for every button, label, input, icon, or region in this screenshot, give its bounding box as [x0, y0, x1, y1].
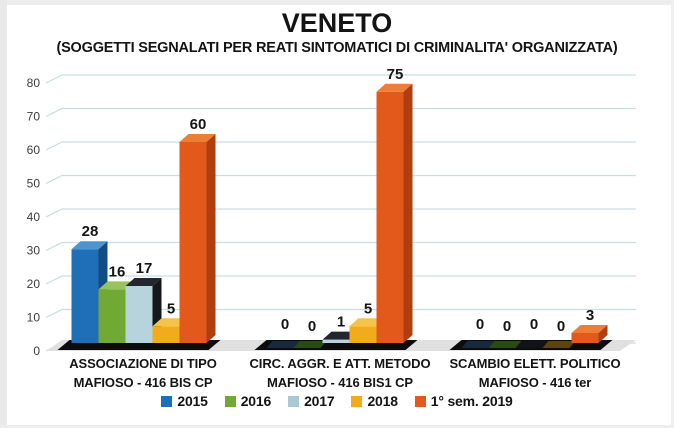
value-label: 5 — [364, 301, 372, 318]
legend-item: 2016 — [224, 393, 272, 410]
value-label: 0 — [557, 318, 565, 335]
category-label-line1: SCAMBIO ELETT. POLITICO — [449, 356, 620, 371]
y-tick-label: 50 — [27, 177, 41, 191]
zero-bar-sliver — [515, 341, 549, 349]
y-tick-label: 20 — [27, 277, 41, 291]
bar-front — [571, 333, 599, 344]
zero-bar-sliver — [266, 341, 300, 349]
bar-front — [152, 326, 180, 344]
value-label: 3 — [586, 307, 594, 324]
bar-side — [403, 84, 413, 344]
legend-label: 1° sem. 2019 — [430, 393, 513, 410]
gridline — [45, 141, 636, 151]
bar-side — [206, 134, 216, 344]
value-label: 60 — [190, 116, 207, 133]
bar-front — [322, 339, 350, 344]
legend-label: 2018 — [367, 393, 398, 410]
value-label: 5 — [167, 301, 175, 318]
value-label: 1 — [337, 314, 345, 331]
gridline — [45, 275, 636, 285]
legend-item: 2015 — [161, 393, 208, 410]
legend-label: 2016 — [240, 393, 272, 410]
y-tick-label: 60 — [27, 143, 41, 157]
gridline — [45, 175, 636, 185]
bar-front — [71, 249, 99, 344]
scan-border-left — [0, 0, 7, 428]
value-label: 17 — [136, 260, 153, 277]
category-label-line2: MAFIOSO - 416 BIS1 CP — [267, 375, 413, 390]
chart-subtitle: (SOGGETTI SEGNALATI PER REATI SINTOMATIC… — [56, 40, 618, 57]
value-label: 0 — [476, 316, 484, 333]
bar-front — [179, 142, 207, 344]
category-label-line2: MAFIOSO - 416 ter — [479, 375, 591, 390]
bar-top — [71, 241, 108, 250]
bar-front — [98, 289, 126, 344]
legend-label: 2015 — [177, 393, 208, 410]
legend-swatch-icon — [351, 395, 363, 407]
category-label-line1: ASSOCIAZIONE DI TIPO — [69, 356, 217, 371]
legend-swatch-icon — [288, 395, 300, 407]
zero-bar-sliver — [488, 341, 522, 349]
value-label: 28 — [82, 224, 99, 241]
y-tick-label: 0 — [33, 344, 40, 358]
scan-border-top — [0, 0, 674, 5]
legend-item: 2017 — [288, 393, 335, 410]
chart-title: VENETO — [281, 8, 393, 38]
legend-swatch-icon — [224, 395, 236, 407]
legend-label: 2017 — [304, 393, 335, 410]
bar-top — [179, 134, 216, 143]
value-label: 0 — [503, 318, 511, 335]
chart-legend: 2015 2016 2017 2018 1° sem. 2019 — [0, 393, 674, 409]
y-tick-label: 10 — [27, 311, 41, 325]
y-tick-label: 40 — [27, 210, 41, 224]
y-tick-label: 80 — [27, 76, 41, 90]
bar-front — [376, 92, 404, 344]
bar-top — [571, 325, 608, 334]
value-label: 0 — [281, 316, 289, 333]
legend-swatch-icon — [414, 395, 426, 407]
value-label: 0 — [308, 318, 316, 335]
scan-border-right — [671, 0, 674, 428]
y-tick-label: 70 — [27, 110, 41, 124]
gridline — [45, 74, 636, 84]
gridline — [45, 208, 636, 218]
gridline — [45, 108, 636, 118]
bar-top — [125, 278, 162, 287]
gridline — [45, 242, 636, 252]
value-label: 75 — [387, 66, 404, 83]
bar-front — [125, 286, 153, 344]
y-tick-label: 30 — [27, 244, 41, 258]
zero-bar-sliver — [542, 341, 576, 349]
zero-bar-sliver — [461, 341, 495, 349]
value-label: 0 — [530, 316, 538, 333]
category-label-line2: MAFIOSO - 416 BIS CP — [74, 375, 213, 390]
bar-top — [376, 84, 413, 93]
bar-front — [349, 326, 377, 344]
zero-bar-sliver — [293, 341, 327, 349]
bar-side — [598, 325, 608, 344]
legend-swatch-icon — [161, 395, 173, 407]
legend-item: 1° sem. 2019 — [414, 393, 513, 410]
category-label-line1: CIRC. AGGR. E ATT. METODO — [250, 356, 431, 371]
gridline — [45, 309, 636, 319]
legend-item: 2018 — [351, 393, 398, 410]
value-label: 16 — [109, 264, 126, 281]
scan-border-bottom — [0, 425, 674, 428]
